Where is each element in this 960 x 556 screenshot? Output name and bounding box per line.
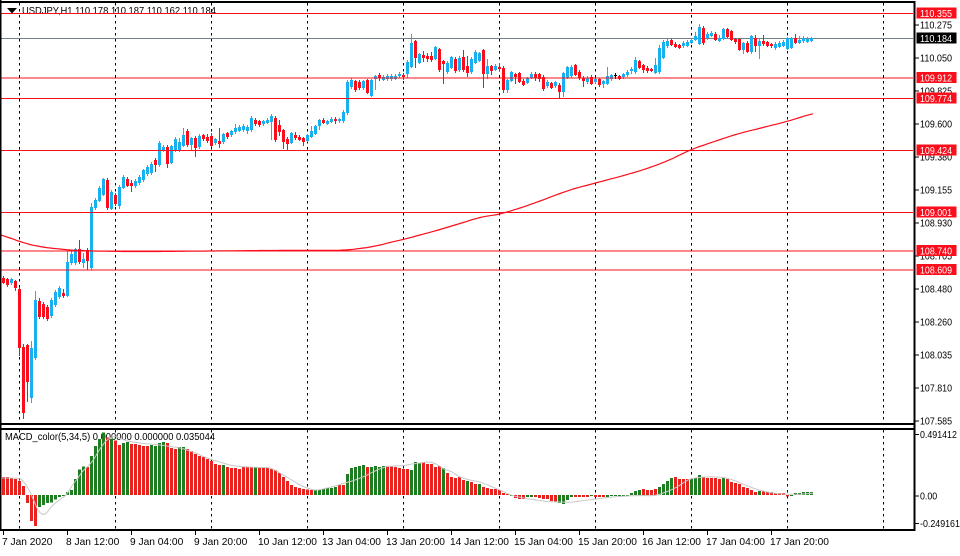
svg-text:109.600: 109.600 — [920, 120, 952, 131]
svg-text:0.491412: 0.491412 — [920, 430, 957, 441]
svg-text:109.380: 109.380 — [920, 153, 952, 164]
svg-text:109.912: 109.912 — [920, 74, 952, 85]
svg-text:108.740: 108.740 — [920, 247, 952, 258]
svg-text:7 Jan 2020: 7 Jan 2020 — [2, 537, 53, 548]
svg-text:13 Jan 04:00: 13 Jan 04:00 — [322, 537, 381, 548]
svg-text:107.585: 107.585 — [920, 417, 952, 428]
svg-text:10 Jan 12:00: 10 Jan 12:00 — [258, 537, 317, 548]
svg-text:107.810: 107.810 — [920, 384, 952, 395]
svg-text:0.00: 0.00 — [920, 491, 937, 502]
svg-text:9 Jan 04:00: 9 Jan 04:00 — [130, 537, 184, 548]
svg-text:15 Jan 20:00: 15 Jan 20:00 — [578, 537, 637, 548]
svg-text:16 Jan 12:00: 16 Jan 12:00 — [642, 537, 701, 548]
svg-text:108.930: 108.930 — [920, 219, 952, 230]
svg-text:13 Jan 20:00: 13 Jan 20:00 — [386, 537, 445, 548]
svg-text:109.001: 109.001 — [920, 208, 952, 219]
svg-text:109.424: 109.424 — [920, 146, 952, 157]
svg-text:109.825: 109.825 — [920, 87, 952, 98]
svg-text:109.774: 109.774 — [920, 94, 952, 105]
svg-text:108.609: 108.609 — [920, 266, 952, 277]
svg-text:109.155: 109.155 — [920, 186, 952, 197]
svg-text:17 Jan 04:00: 17 Jan 04:00 — [706, 537, 765, 548]
svg-text:110.355: 110.355 — [920, 9, 952, 20]
svg-text:USDJPY,H1 110.178 110.187 110.: USDJPY,H1 110.178 110.187 110.162 110.18… — [22, 6, 216, 17]
svg-text:108.260: 108.260 — [920, 318, 952, 329]
svg-text:108.705: 108.705 — [920, 252, 952, 263]
svg-text:110.184: 110.184 — [920, 34, 952, 45]
svg-text:15 Jan 04:00: 15 Jan 04:00 — [514, 537, 573, 548]
svg-text:14 Jan 12:00: 14 Jan 12:00 — [450, 537, 509, 548]
svg-text:110.275: 110.275 — [920, 21, 952, 32]
svg-text:17 Jan 20:00: 17 Jan 20:00 — [770, 537, 829, 548]
svg-text:108.480: 108.480 — [920, 285, 952, 296]
svg-text:8 Jan 12:00: 8 Jan 12:00 — [66, 537, 120, 548]
svg-text:9 Jan 20:00: 9 Jan 20:00 — [194, 537, 248, 548]
svg-text:108.035: 108.035 — [920, 351, 952, 362]
svg-text:-0.249161: -0.249161 — [920, 519, 960, 530]
svg-text:110.050: 110.050 — [920, 54, 952, 65]
